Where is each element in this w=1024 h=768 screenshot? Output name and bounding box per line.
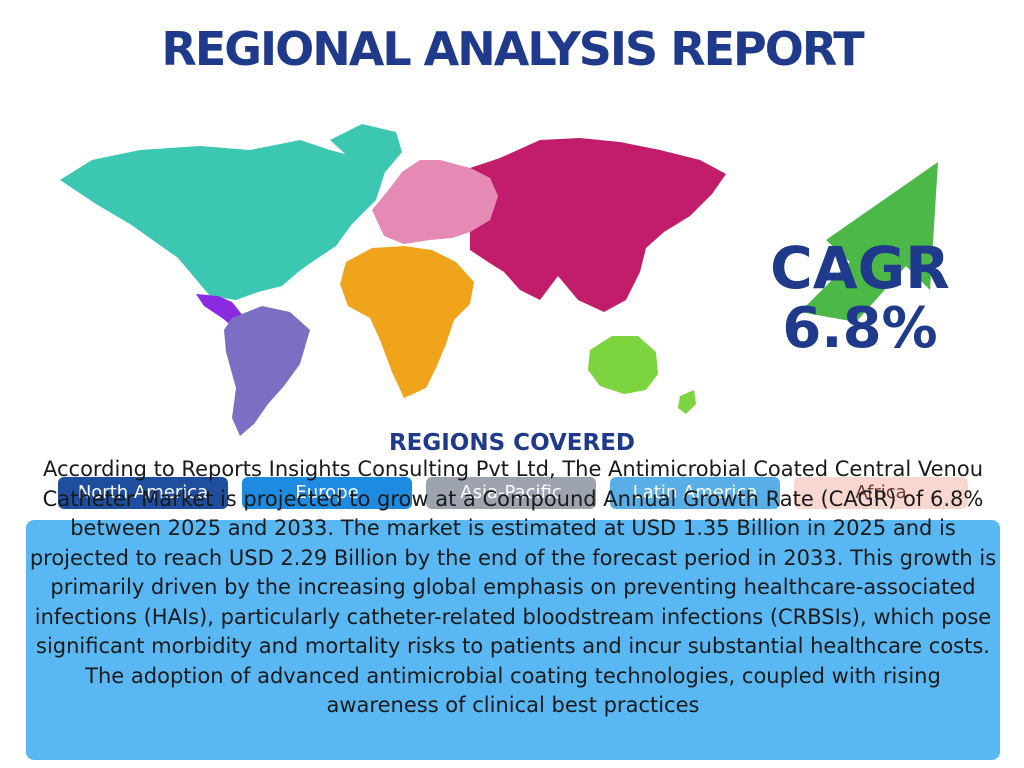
region-chip-asia-pacific: Asia-Pacific xyxy=(426,477,596,509)
region-chip-north-america: North America xyxy=(58,477,228,509)
cagr-badge: CAGR 6.8% xyxy=(760,234,960,362)
north-america-region xyxy=(60,124,402,300)
oceania-region xyxy=(588,336,696,414)
summary-wrap: According to Reports Insights Consulting… xyxy=(26,455,1000,768)
regions-heading: REGIONS COVERED xyxy=(388,430,636,456)
region-chip-africa: Africa xyxy=(794,477,968,509)
asia-region xyxy=(470,138,726,312)
europe-region xyxy=(372,160,498,244)
cagr-value: 6.8% xyxy=(782,296,938,362)
cagr-label: CAGR xyxy=(770,234,950,302)
page-title: REGIONAL ANALYSIS REPORT xyxy=(161,22,864,76)
region-chip-europe: Europe xyxy=(242,477,412,509)
summary-text: According to Reports Insights Consulting… xyxy=(29,457,997,717)
region-chips: North America Europe Asia-Pacific Latin … xyxy=(58,477,968,511)
summary-box xyxy=(26,520,1000,760)
africa-region xyxy=(340,246,474,398)
south-america-region xyxy=(224,306,310,436)
region-chip-latin-america: Latin America xyxy=(610,477,780,509)
